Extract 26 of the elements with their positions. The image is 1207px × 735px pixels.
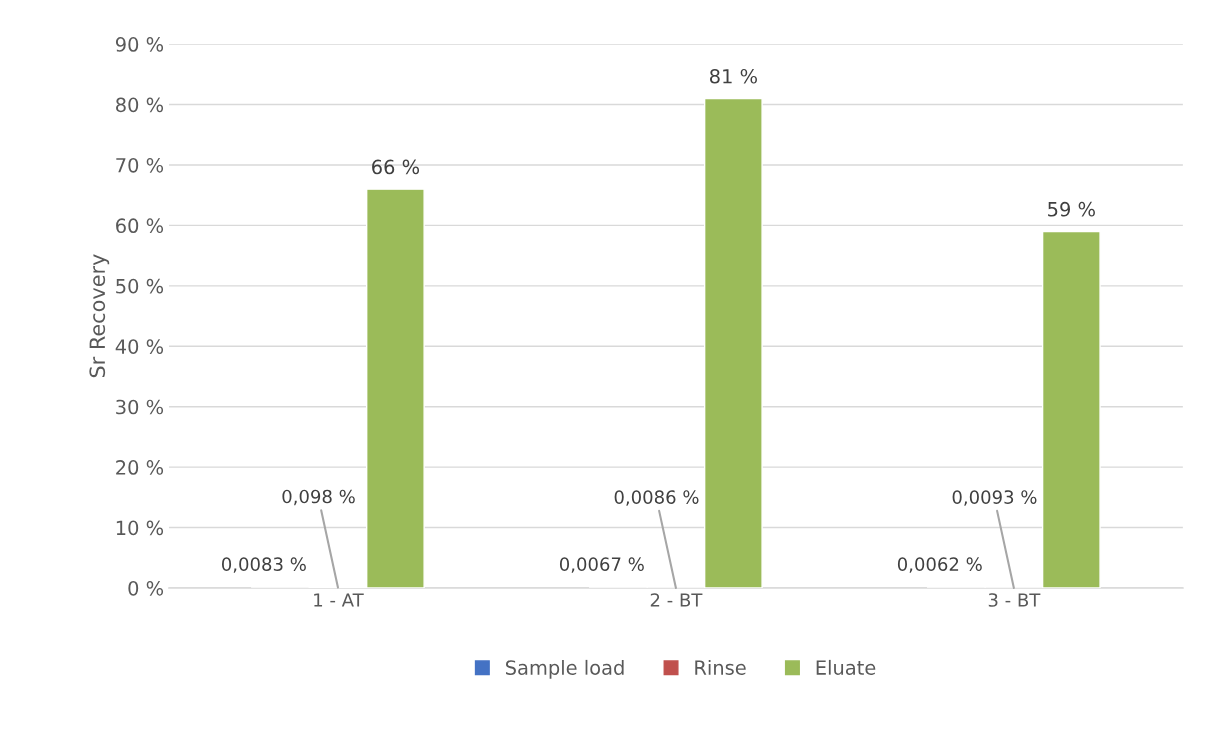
y-tick-label: 70 % (116, 157, 164, 173)
y-tick-label: 90 % (115, 37, 164, 52)
y-tick-label: 80 % (116, 97, 164, 113)
data-label: 0,0086 % (614, 490, 699, 506)
y-tick-label: 10 % (116, 520, 164, 536)
y-tick-label: 30 % (116, 399, 164, 415)
y-tick-label: 40 % (115, 339, 164, 354)
data-label: 0,0062 % (897, 557, 982, 573)
y-tick-label: 60 % (116, 218, 164, 234)
legend-label: Rinse (695, 659, 746, 675)
x-tick-label: 1 - AT (314, 593, 364, 607)
data-label: 0,0093 % (952, 490, 1037, 506)
x-tick-label: 2 - BT (650, 593, 703, 607)
legend-label: Sample load (505, 659, 624, 679)
y-tick-label: 50 % (116, 278, 164, 294)
y-tick-label: 20 % (116, 460, 164, 475)
data-label: 0,0083 % (221, 557, 306, 573)
data-label: 0,098 % (282, 489, 355, 506)
data-label: 66 % (372, 159, 420, 175)
y-axis-title: Sr Recovery (89, 254, 110, 378)
legend-label: Eluate (816, 659, 876, 675)
data-label: 59 % (1048, 201, 1095, 217)
x-tick-label: 3 - BT (988, 593, 1041, 607)
data-label: 0,0067 % (559, 557, 644, 573)
y-tick-label: 0 % (128, 580, 164, 596)
data-label: 81 % (709, 68, 757, 84)
